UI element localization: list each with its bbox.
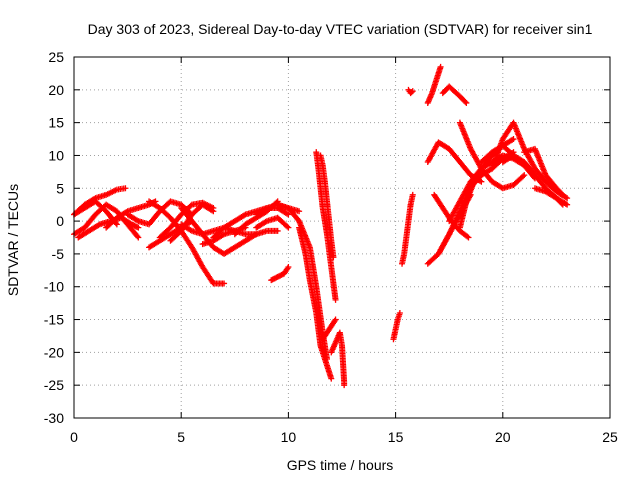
y-tick-label: -5	[52, 246, 65, 262]
y-axis-title: SDTVAR / TECUs	[5, 184, 21, 296]
series-arc-20	[296, 224, 335, 382]
data-marks	[71, 63, 571, 389]
data-point	[332, 316, 339, 323]
series-arc-06	[124, 198, 195, 228]
series-arc-03	[71, 198, 120, 228]
x-tick-label: 15	[388, 429, 404, 445]
y-tick-label: -25	[44, 377, 64, 393]
x-tick-label: 25	[602, 429, 618, 445]
data-point	[464, 233, 471, 240]
series-arc-24	[328, 329, 348, 389]
series-arc-18	[268, 264, 292, 284]
x-tick-label: 0	[70, 429, 78, 445]
series-arc-23	[319, 316, 339, 343]
series-arc-40	[521, 145, 566, 198]
y-tick-label: 25	[48, 49, 64, 65]
data-point	[462, 98, 469, 105]
y-tick-label: 10	[48, 147, 64, 163]
data-point	[521, 172, 528, 179]
data-point	[284, 210, 291, 217]
data-point	[284, 223, 291, 230]
data-point	[122, 185, 129, 192]
data-point	[134, 233, 141, 240]
data-point	[262, 205, 269, 212]
series-arc-26	[399, 191, 416, 267]
data-point	[465, 234, 472, 241]
series-arc-28	[424, 63, 444, 106]
data-point	[135, 234, 142, 241]
data-point	[134, 223, 141, 230]
plot-frame	[73, 56, 611, 419]
x-tick-label: 20	[495, 429, 511, 445]
data-point	[285, 264, 292, 271]
series-arc-41	[531, 185, 566, 208]
y-tick-label: 20	[48, 82, 64, 98]
data-point	[95, 222, 102, 229]
y-tick-label: 0	[56, 213, 64, 229]
data-point	[284, 265, 291, 272]
x-tick-label: 5	[177, 429, 185, 445]
data-point	[408, 89, 415, 96]
data-point	[285, 224, 292, 231]
data-point	[187, 227, 194, 234]
y-tick-label: 15	[48, 115, 64, 131]
data-point	[478, 178, 485, 185]
data-point	[341, 382, 348, 389]
data-point	[409, 191, 416, 198]
x-axis-title: GPS time / hours	[287, 457, 394, 473]
data-point	[463, 99, 470, 106]
data-point	[296, 208, 303, 215]
data-point	[274, 227, 281, 234]
data-point	[409, 88, 416, 95]
y-tick-label: 5	[56, 180, 64, 196]
series-arc-33	[439, 83, 470, 106]
data-point	[219, 232, 226, 239]
y-tick-label: -20	[44, 344, 64, 360]
data-point	[331, 317, 338, 324]
data-point	[209, 207, 216, 214]
data-point	[332, 296, 339, 303]
data-point	[113, 221, 120, 228]
chart-title: Day 303 of 2023, Sidereal Day-to-day VTE…	[88, 21, 593, 37]
grid	[74, 57, 610, 418]
y-tick-labels: 25 20 15 10 5 0 -5 -10 -15 -20 -25 -30	[44, 49, 64, 426]
data-point	[520, 173, 527, 180]
series-arc-25	[390, 309, 403, 343]
data-point	[510, 136, 517, 143]
data-point	[509, 136, 516, 143]
x-tick-labels: 0 5 10 15 20 25	[70, 429, 618, 445]
data-point	[133, 217, 140, 224]
series-arc-36	[456, 119, 528, 192]
data-point	[330, 254, 337, 261]
data-point	[135, 224, 142, 231]
data-point	[558, 200, 565, 207]
series-arc-27	[405, 86, 416, 97]
data-point	[437, 63, 444, 70]
data-point	[558, 190, 565, 197]
data-point	[221, 280, 228, 287]
series-arc-22	[317, 152, 337, 261]
data-point	[328, 375, 335, 382]
y-tick-label: -10	[44, 279, 64, 295]
data-point	[241, 212, 248, 219]
data-point	[559, 191, 566, 198]
series-arc-16	[253, 214, 292, 231]
data-point	[559, 201, 566, 208]
data-point	[396, 309, 403, 316]
axis-ticks	[73, 56, 611, 419]
y-tick-label: -15	[44, 312, 64, 328]
y-tick-label: -30	[44, 410, 64, 426]
data-point	[262, 218, 269, 225]
x-tick-label: 10	[281, 429, 297, 445]
series-arc-29	[424, 139, 485, 185]
data-point	[564, 195, 571, 202]
data-point	[210, 208, 217, 215]
